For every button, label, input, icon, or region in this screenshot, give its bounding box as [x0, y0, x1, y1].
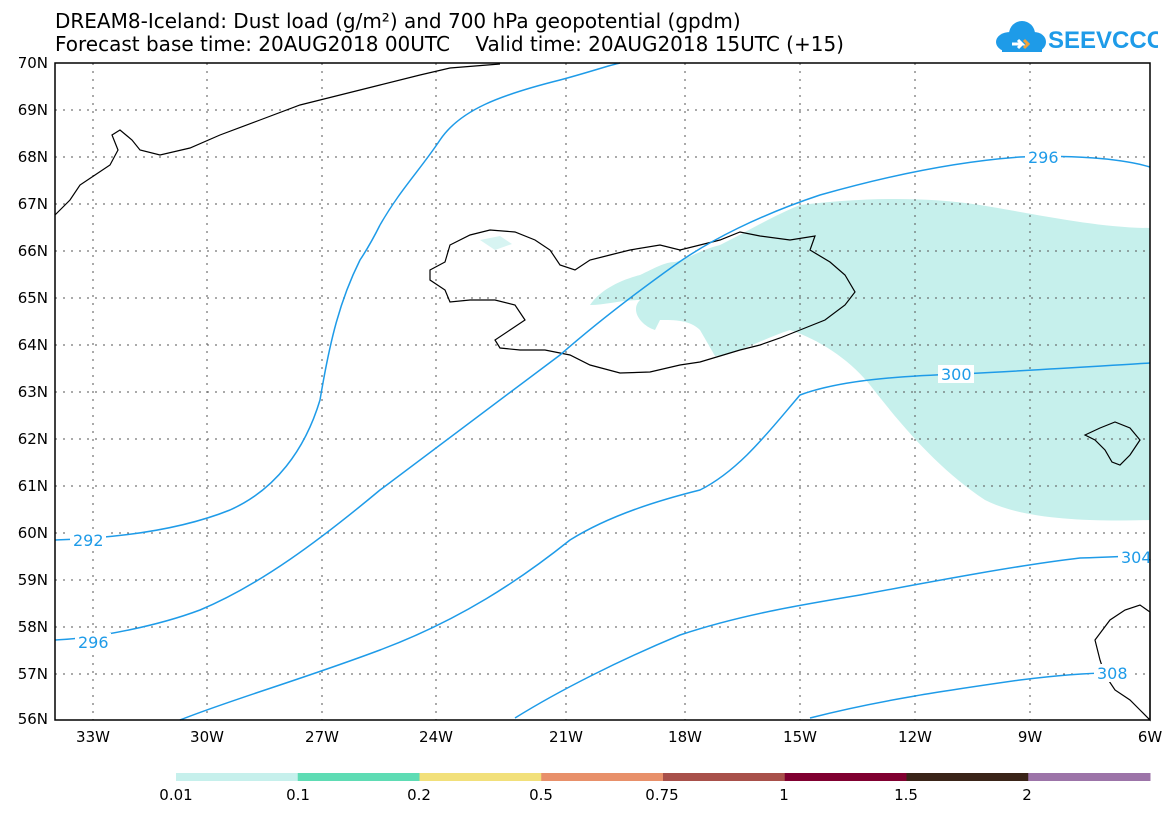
colorbar-swatch — [663, 773, 786, 781]
lat-label: 67N — [18, 195, 48, 213]
lat-label: 59N — [18, 571, 48, 589]
lon-label: 21W — [549, 728, 583, 746]
colorbar-swatch — [906, 773, 1029, 781]
lat-label: 60N — [18, 524, 48, 542]
contour-296-north — [379, 62, 621, 226]
contour-label: 300 — [941, 365, 972, 384]
lat-label: 68N — [18, 148, 48, 166]
lat-label: 58N — [18, 618, 48, 636]
logo-text: SEEVCCC — [1048, 27, 1158, 54]
colorbar-swatch — [176, 773, 299, 781]
faroe-islands-coast — [1083, 421, 1141, 466]
colorbar-swatch — [784, 773, 907, 781]
contour-label: 296 — [1028, 148, 1059, 167]
lon-label: 24W — [419, 728, 453, 746]
contour-label: 304 — [1121, 548, 1152, 567]
colorbar-label: 0.1 — [286, 786, 310, 804]
lat-label: 70N — [18, 54, 48, 72]
cloud-icon — [996, 21, 1046, 52]
contour-308 — [809, 672, 1111, 719]
lon-label: 15W — [783, 728, 817, 746]
contour-292 — [54, 224, 381, 541]
lat-label: 64N — [18, 336, 48, 354]
lon-label: 30W — [190, 728, 224, 746]
lat-label: 66N — [18, 242, 48, 260]
contour-304 — [514, 555, 1151, 719]
map-title: DREAM8-Iceland: Dust load (g/m²) and 700… — [55, 9, 741, 33]
colorbar-swatch — [419, 773, 542, 781]
map-subtitle: Forecast base time: 20AUG2018 00UTC Vali… — [55, 32, 844, 56]
lat-label: 56N — [18, 710, 48, 728]
contour-label: 296 — [78, 633, 109, 652]
lon-label: 9W — [1018, 728, 1043, 746]
contour-296-south — [54, 264, 676, 641]
lat-label: 57N — [18, 665, 48, 683]
colorbar-swatch — [541, 773, 664, 781]
colorbar-label: 0.2 — [407, 786, 431, 804]
dust-load-area — [590, 198, 1150, 521]
lon-label: 18W — [668, 728, 702, 746]
latitude-labels: 70N 69N 68N 67N 66N 65N 64N 63N 62N 61N … — [18, 54, 48, 728]
lon-label: 33W — [76, 728, 110, 746]
lat-label: 62N — [18, 430, 48, 448]
colorbar-swatch — [297, 773, 420, 781]
lon-label: 6W — [1138, 728, 1163, 746]
colorbar-label: 1.5 — [894, 786, 918, 804]
colorbar-label: 0.75 — [645, 786, 678, 804]
colorbar-label: 2 — [1022, 786, 1032, 804]
colorbar-label: 0.5 — [529, 786, 553, 804]
greenland-coast — [54, 63, 501, 216]
contour-labels: 296 300 292 296 304 308 — [70, 148, 1152, 683]
seevccc-logo: SEEVCCC — [996, 21, 1158, 54]
longitude-labels: 33W 30W 27W 24W 21W 18W 15W 12W 9W 6W — [76, 728, 1162, 746]
lat-label: 63N — [18, 383, 48, 401]
colorbar-swatches — [176, 773, 1151, 781]
colorbar-label: 0.01 — [159, 786, 192, 804]
lon-label: 27W — [305, 728, 339, 746]
colorbar-labels: 0.01 0.1 0.2 0.5 0.75 1 1.5 2 — [159, 786, 1031, 804]
colorbar-swatch — [1028, 773, 1151, 781]
lat-label: 65N — [18, 289, 48, 307]
contour-label: 292 — [73, 531, 104, 550]
contour-296-iceland — [674, 155, 1151, 266]
iceland-coast — [429, 229, 856, 374]
lat-label: 61N — [18, 477, 48, 495]
map-frame — [54, 62, 1151, 721]
iceland-icecap — [480, 236, 512, 250]
lon-label: 12W — [898, 728, 932, 746]
colorbar-label: 1 — [779, 786, 789, 804]
contour-label: 308 — [1097, 664, 1128, 683]
lat-label: 69N — [18, 101, 48, 119]
